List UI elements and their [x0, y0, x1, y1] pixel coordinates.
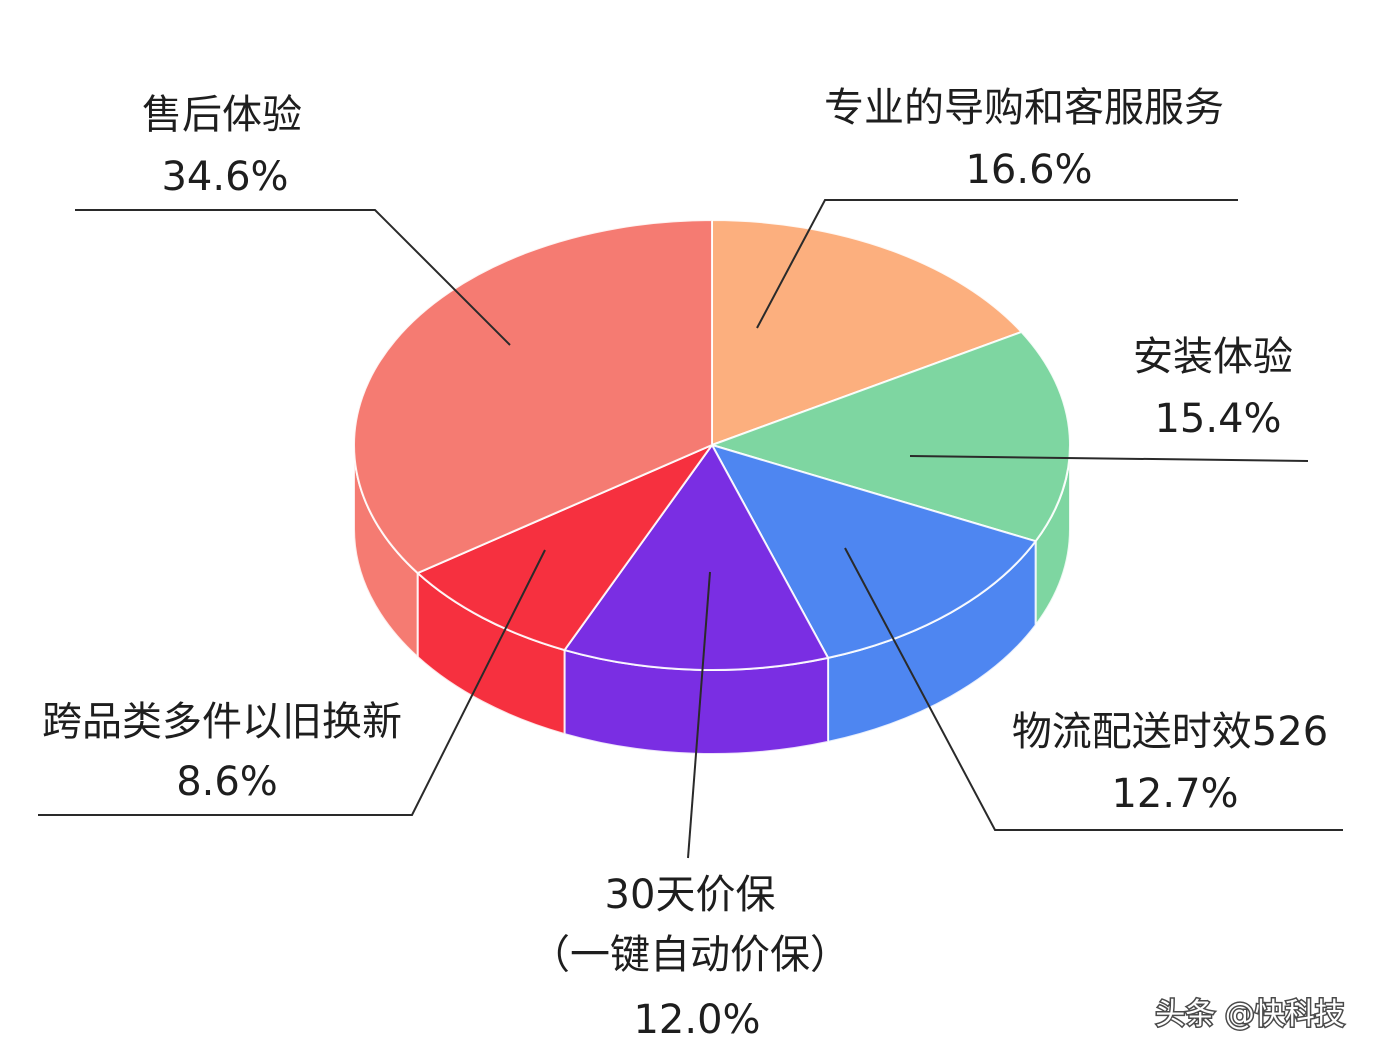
value-label-price-protection: 12.0%	[633, 997, 760, 1043]
leader-line-shopping-guide-service	[756, 199, 1238, 329]
label-logistics: 物流配送时效526	[1012, 709, 1328, 755]
label-after-sales: 售后体验	[142, 92, 302, 138]
leader-line-after-sales	[75, 209, 511, 346]
pie-slice-shopping-guide-service	[711, 219, 1023, 446]
leader-lines	[38, 199, 1343, 859]
pie-slice-installation	[711, 330, 1071, 543]
pie-slice-after-sales	[353, 219, 713, 575]
leader-line-trade-in	[38, 549, 546, 816]
value-label-shopping-guide-service: 16.6%	[965, 147, 1092, 193]
pie-slice-logistics	[711, 444, 1037, 659]
value-label-installation: 15.4%	[1154, 396, 1281, 442]
label-price-protection-note: （一键自动价保）	[530, 932, 850, 978]
label-trade-in: 跨品类多件以旧换新	[42, 699, 402, 745]
pie-top-faces	[353, 219, 1071, 672]
leader-line-price-protection	[687, 571, 711, 859]
watermark: 头条 @快科技	[1155, 997, 1345, 1032]
label-shopping-guide-service: 专业的导购和客服服务	[824, 85, 1224, 131]
value-label-logistics: 12.7%	[1111, 771, 1238, 817]
pie-slice-price-protection	[563, 444, 830, 672]
label-installation: 安装体验	[1133, 334, 1293, 380]
label-price-protection: 30天价保	[605, 872, 776, 918]
leader-line-logistics	[844, 547, 1343, 831]
value-label-after-sales: 34.6%	[161, 154, 288, 200]
value-label-trade-in: 8.6%	[176, 759, 278, 805]
leader-line-installation	[909, 455, 1309, 462]
slice-labels: 售后体验 34.6% 专业的导购和客服服务 16.6% 安装体验 15.4% 物…	[42, 85, 1328, 1043]
pie-slice-trade-in	[416, 444, 713, 652]
